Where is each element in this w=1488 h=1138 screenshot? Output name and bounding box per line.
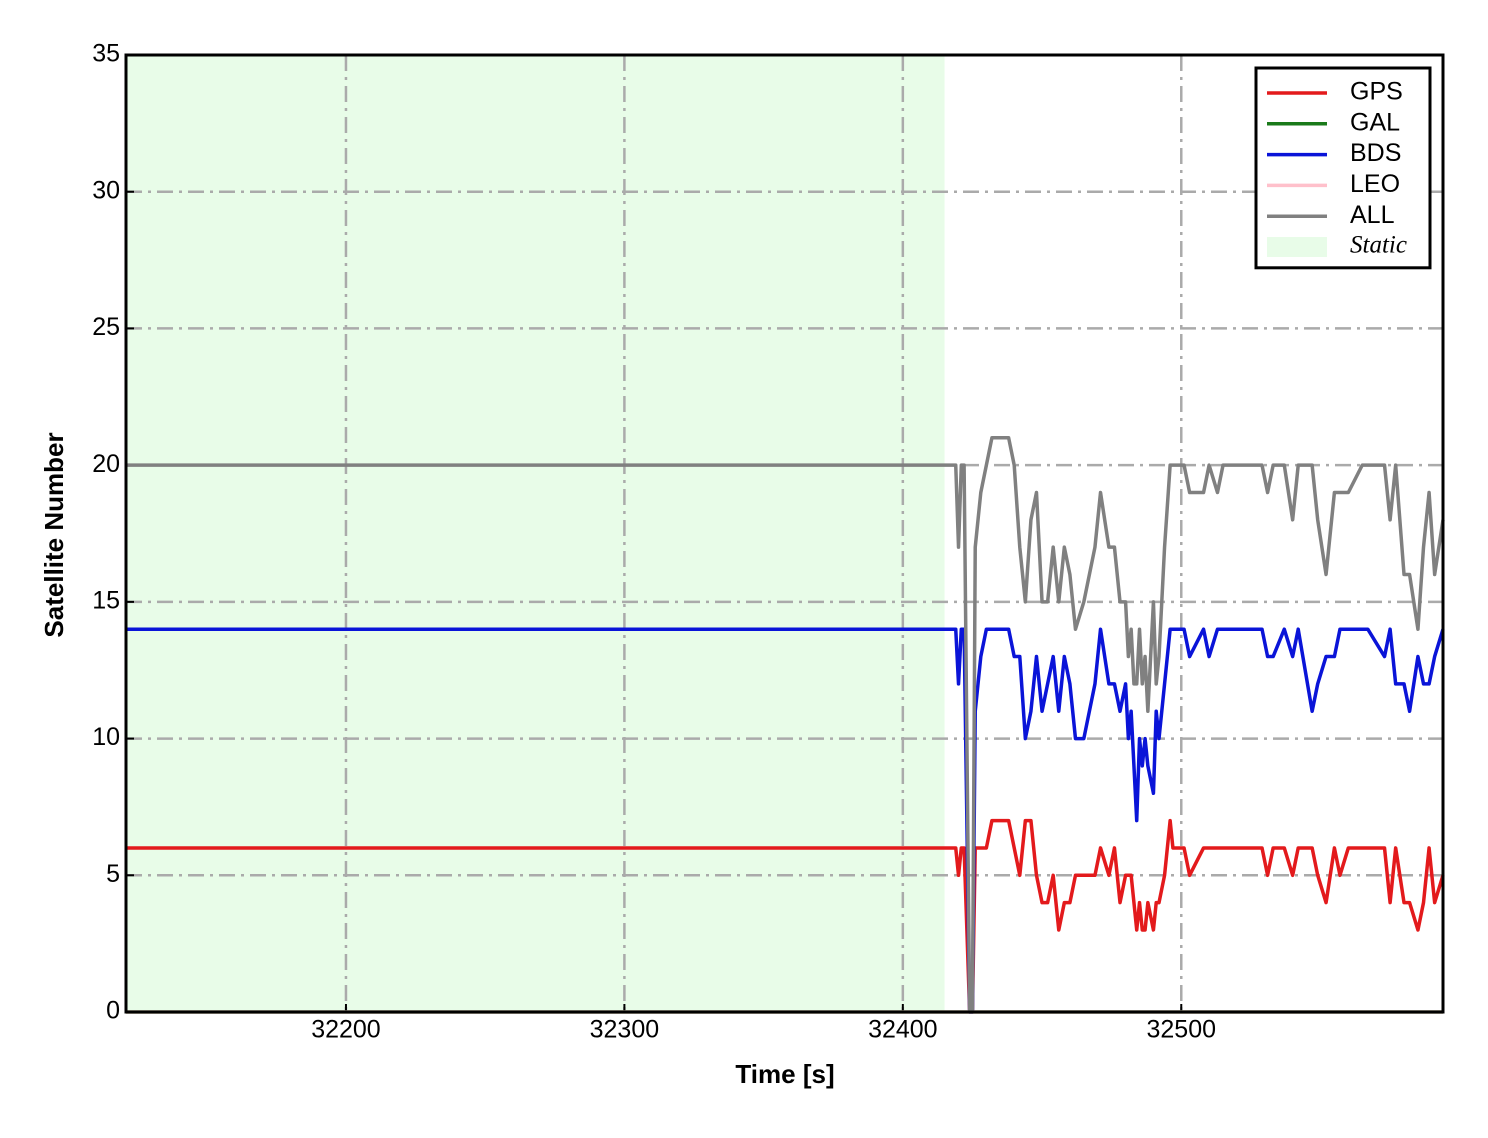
legend-label: GAL <box>1350 108 1400 136</box>
legend-label: BDS <box>1350 139 1401 167</box>
legend-label: Static <box>1350 232 1407 259</box>
series-line <box>126 627 1445 1014</box>
y-tick-label: 35 <box>92 40 120 68</box>
y-tick-label: 5 <box>106 860 120 888</box>
plot-frame <box>124 53 1445 1014</box>
y-tick-label: 25 <box>92 313 120 341</box>
y-tick-label: 30 <box>92 176 120 204</box>
x-axis-label: Time [s] <box>735 1059 834 1089</box>
y-tick-label: 0 <box>106 997 120 1025</box>
legend-swatch <box>1267 237 1327 257</box>
y-tick-label: 15 <box>92 586 120 614</box>
shaded-span <box>126 55 945 1012</box>
x-tick-label: 32400 <box>868 1016 938 1044</box>
x-tick-label: 32500 <box>1147 1016 1217 1044</box>
x-tick-label: 32200 <box>311 1016 381 1044</box>
legend-box <box>1254 66 1432 270</box>
legend-label: GPS <box>1350 78 1403 106</box>
series-line <box>126 818 1445 1014</box>
x-tick-label: 32300 <box>590 1016 660 1044</box>
y-tick-label: 10 <box>92 723 120 751</box>
y-tick-label: 20 <box>92 450 120 478</box>
series-line <box>126 436 1445 1014</box>
y-axis-label: Satellite Number <box>39 432 69 637</box>
legend-label: LEO <box>1350 170 1400 198</box>
legend-label: ALL <box>1350 201 1395 229</box>
